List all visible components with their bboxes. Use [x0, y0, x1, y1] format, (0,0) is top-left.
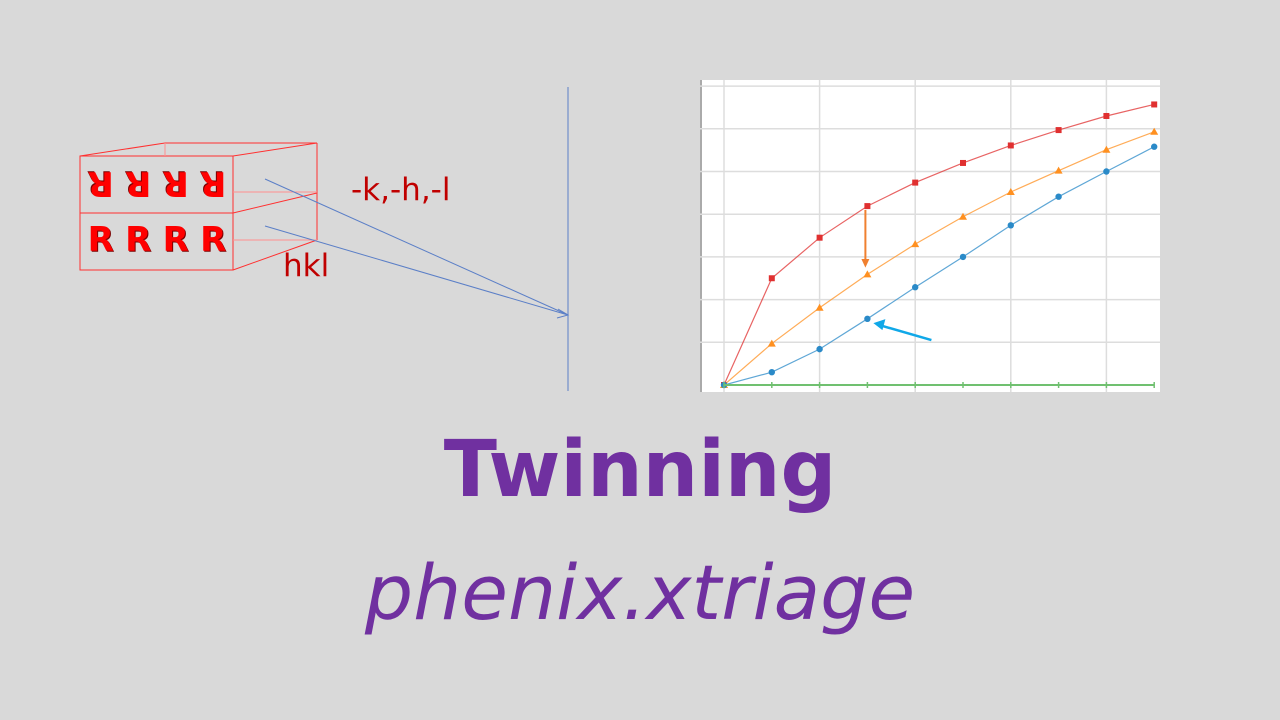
data-point-triangle — [911, 240, 920, 248]
data-point-square — [960, 159, 966, 166]
data-point-square — [864, 203, 871, 210]
data-point-circle — [1007, 222, 1014, 229]
data-point-triangle — [1102, 145, 1111, 153]
slide-title: Twinning — [443, 425, 837, 515]
annotation-arrowhead-down — [861, 259, 870, 268]
twin-fraction-chart — [700, 80, 1160, 392]
data-point-square — [912, 179, 919, 186]
series-line-1 — [723, 131, 1155, 386]
letter-r: R — [200, 163, 227, 203]
data-point-circle — [1055, 193, 1062, 200]
data-point-square — [1151, 101, 1158, 108]
letter-r: R — [87, 220, 114, 260]
data-point-circle — [768, 368, 775, 376]
annotation-arrowhead-left — [873, 319, 886, 331]
data-point-triangle — [959, 212, 967, 220]
letter-r: R — [87, 163, 114, 203]
data-point-square — [1055, 127, 1062, 134]
letter-r: R — [125, 163, 152, 203]
data-point-triangle — [1150, 127, 1159, 135]
data-point-circle — [816, 345, 823, 353]
data-point-circle — [864, 315, 871, 323]
letter-r: R — [162, 220, 189, 260]
data-point-square — [1007, 142, 1014, 149]
twin-index-label: -k,-h,-l — [351, 172, 451, 208]
data-point-circle — [912, 284, 919, 291]
letter-r: R — [162, 163, 189, 203]
data-point-circle — [1103, 168, 1110, 175]
data-point-triangle — [767, 339, 776, 347]
data-point-triangle — [863, 270, 872, 278]
slide-subtitle: phenix.xtriage — [364, 548, 916, 637]
annotation-arrow-left — [879, 323, 932, 342]
original-index-label: hkl — [283, 248, 330, 284]
series-line-2 — [723, 146, 1155, 386]
data-point-triangle — [815, 303, 824, 311]
data-point-triangle — [1006, 187, 1015, 195]
crystal-box — [79, 142, 318, 271]
twin-domain-letters: R R R R — [82, 163, 232, 203]
data-point-circle — [1151, 143, 1158, 150]
letter-r: R — [125, 220, 152, 260]
letter-r: R — [200, 220, 227, 260]
data-point-circle — [959, 253, 967, 261]
data-point-square — [768, 275, 775, 282]
data-point-triangle — [1054, 166, 1063, 174]
data-point-square — [816, 234, 823, 241]
original-domain-letters: R R R R — [82, 220, 232, 260]
series-line-0 — [723, 103, 1155, 386]
data-point-square — [1103, 112, 1110, 119]
twin-crystal-diagram — [79, 87, 570, 391]
